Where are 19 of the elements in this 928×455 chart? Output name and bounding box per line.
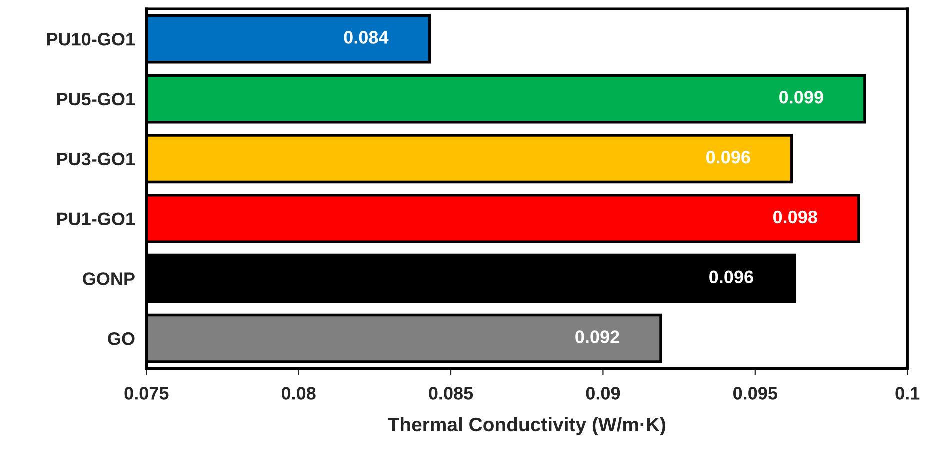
data-label: 0.098 [773,210,818,224]
y-tick-label: PU3-GO1 [57,152,136,166]
y-tick-label: PU10-GO1 [47,32,136,46]
x-tick-label: 0.09 [586,387,620,400]
y-tick-label: GO [108,332,135,346]
x-tick-label: 0.08 [282,387,316,400]
y-tick-label: PU5-GO1 [57,92,136,106]
data-label: 0.092 [576,330,620,344]
data-label: 0.084 [344,31,389,44]
x-axis-title: Thermal Conductivity (W/m·K) [388,417,666,436]
data-label: 0.096 [710,270,754,284]
x-tick-label: 0.075 [124,387,169,400]
y-tick-label: GONP [83,272,135,286]
x-tick-label: 0.085 [429,387,474,400]
y-tick-label: PU1-GO1 [57,212,136,226]
x-tick-label: 0.095 [734,387,778,400]
data-label: 0.099 [780,91,824,104]
data-label: 0.096 [706,150,750,164]
x-tick-label: 0.1 [896,387,920,400]
